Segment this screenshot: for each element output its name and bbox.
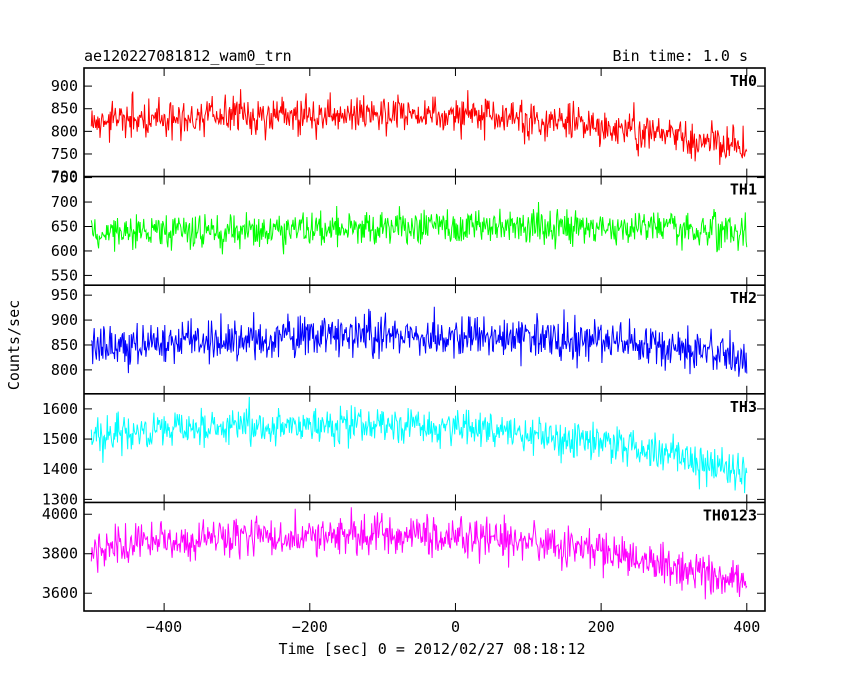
y-tick-label: 700 (51, 193, 78, 211)
y-tick-label: 950 (51, 286, 78, 304)
panel-th3: 1300 1400 1500 1600 TH3 (42, 392, 765, 508)
x-tick-label: 0 (451, 618, 460, 636)
y-tick-label: 750 (51, 169, 78, 187)
series-th3-line (90, 396, 748, 494)
y-tick-label: 1600 (42, 400, 78, 418)
panel-label-th0123: TH0123 (703, 506, 757, 524)
series-th0-line (90, 89, 748, 165)
x-tick-label: −400 (146, 618, 182, 636)
x-tick-label: 200 (588, 618, 615, 636)
y-tick-label: 600 (51, 242, 78, 260)
y-tick-label: 550 (51, 266, 78, 284)
y-tick-label: 850 (51, 336, 78, 354)
panel-th0123: 3600 3800 4000 TH0123 (42, 501, 765, 611)
chart-title: ae120227081812_wam0_trn (84, 47, 292, 65)
panel-label-th0: TH0 (730, 72, 757, 90)
panel-label-th3: TH3 (730, 398, 757, 416)
y-tick-label: 800 (51, 122, 78, 140)
y-axis-label: Counts/sec (5, 300, 23, 390)
panel-th2: 800 850 900 950 TH2 (51, 284, 765, 394)
y-tick-label: 4000 (42, 505, 78, 523)
y-tick-label: 3800 (42, 545, 78, 563)
y-tick-label: 900 (51, 311, 78, 329)
x-tick-label: 400 (733, 618, 760, 636)
x-axis-label: Time [sec] 0 = 2012/02/27 08:18:12 (278, 640, 585, 658)
x-axis: −400 −200 0 200 400 (146, 618, 760, 636)
y-tick-label: 650 (51, 217, 78, 235)
bin-time-label: Bin time: 1.0 s (613, 47, 748, 65)
y-tick-label: 1500 (42, 430, 78, 448)
y-tick-label: 850 (51, 100, 78, 118)
y-tick-label: 750 (51, 145, 78, 163)
plot-frame (83, 67, 766, 612)
y-tick-label: 800 (51, 361, 78, 379)
panel-label-th2: TH2 (730, 289, 757, 307)
x-tick-label: −200 (292, 618, 328, 636)
series-th1-line (90, 201, 748, 255)
y-tick-label: 3600 (42, 584, 78, 602)
y-tick-label: 700 (51, 168, 78, 186)
y-tick-label: 1400 (42, 460, 78, 478)
panel-label-th1: TH1 (730, 181, 757, 199)
y-tick-label: 900 (51, 77, 78, 95)
series-th2-line (90, 306, 748, 377)
series-th0123-line (90, 507, 748, 600)
y-tick-label: 1300 (42, 490, 78, 508)
